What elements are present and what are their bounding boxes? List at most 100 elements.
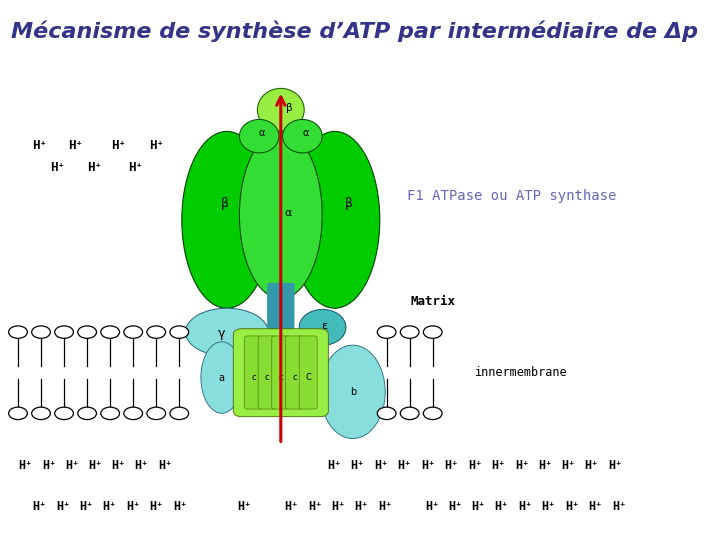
Text: H⁺: H⁺	[425, 500, 439, 513]
Text: H⁺: H⁺	[42, 460, 56, 472]
Ellipse shape	[201, 342, 243, 413]
Circle shape	[32, 407, 50, 420]
Circle shape	[9, 407, 27, 420]
Text: H⁺: H⁺	[608, 460, 622, 472]
Text: H⁺: H⁺	[158, 460, 173, 472]
Text: H⁺: H⁺	[32, 139, 47, 152]
Circle shape	[377, 326, 396, 339]
Ellipse shape	[289, 131, 380, 308]
Text: H⁺: H⁺	[284, 500, 299, 513]
Text: H⁺: H⁺	[65, 460, 79, 472]
Text: H⁺: H⁺	[565, 500, 580, 513]
Circle shape	[423, 326, 442, 339]
Text: H⁺: H⁺	[88, 161, 102, 174]
Ellipse shape	[258, 89, 304, 131]
Text: a: a	[219, 373, 225, 382]
Circle shape	[170, 326, 189, 339]
Circle shape	[101, 407, 120, 420]
Text: c: c	[292, 373, 297, 382]
FancyBboxPatch shape	[272, 336, 289, 409]
Text: H⁺: H⁺	[421, 460, 436, 472]
Text: H⁺: H⁺	[150, 139, 164, 152]
Text: β: β	[286, 103, 293, 112]
Text: H⁺: H⁺	[328, 460, 342, 472]
Text: c: c	[279, 373, 283, 382]
Text: H⁺: H⁺	[518, 500, 533, 513]
Text: H⁺: H⁺	[444, 460, 459, 472]
FancyBboxPatch shape	[245, 336, 263, 409]
Text: innermembrane: innermembrane	[475, 366, 568, 379]
Text: H⁺: H⁺	[351, 460, 365, 472]
FancyBboxPatch shape	[267, 283, 294, 355]
Ellipse shape	[283, 119, 323, 153]
Text: γ: γ	[218, 327, 225, 340]
Circle shape	[423, 407, 442, 420]
Ellipse shape	[300, 309, 346, 345]
Text: α: α	[302, 128, 308, 138]
Text: Matrix: Matrix	[410, 294, 456, 308]
Text: H⁺: H⁺	[50, 161, 65, 174]
Circle shape	[55, 407, 73, 420]
FancyBboxPatch shape	[300, 336, 318, 409]
Text: H⁺: H⁺	[79, 500, 94, 513]
Text: β: β	[345, 197, 354, 210]
Text: H⁺: H⁺	[331, 500, 346, 513]
Circle shape	[147, 407, 166, 420]
Text: H⁺: H⁺	[56, 500, 71, 513]
Text: H⁺: H⁺	[585, 460, 599, 472]
Text: H⁺: H⁺	[308, 500, 323, 513]
Text: H⁺: H⁺	[491, 460, 505, 472]
Text: H⁺: H⁺	[112, 139, 126, 152]
Text: H⁺: H⁺	[612, 500, 626, 513]
FancyBboxPatch shape	[285, 336, 304, 409]
Ellipse shape	[185, 308, 268, 356]
Text: H⁺: H⁺	[32, 500, 47, 513]
Text: H⁺: H⁺	[588, 500, 603, 513]
Circle shape	[55, 326, 73, 339]
Text: ε: ε	[321, 321, 327, 332]
Circle shape	[147, 326, 166, 339]
Text: c: c	[265, 373, 269, 382]
Text: H⁺: H⁺	[112, 460, 126, 472]
Text: H⁺: H⁺	[126, 500, 140, 513]
Circle shape	[377, 407, 396, 420]
Ellipse shape	[239, 119, 279, 153]
Text: α: α	[284, 208, 292, 218]
Ellipse shape	[239, 131, 323, 299]
Ellipse shape	[181, 131, 272, 308]
Text: H⁺: H⁺	[538, 460, 552, 472]
Text: b: b	[350, 387, 356, 397]
Text: H⁺: H⁺	[68, 139, 83, 152]
Text: H⁺: H⁺	[541, 500, 556, 513]
Circle shape	[101, 326, 120, 339]
Text: F1 ATPase ou ATP synthase: F1 ATPase ou ATP synthase	[407, 189, 616, 203]
Circle shape	[78, 407, 96, 420]
Text: H⁺: H⁺	[128, 161, 143, 174]
Circle shape	[78, 326, 96, 339]
Text: H⁺: H⁺	[515, 460, 529, 472]
Circle shape	[124, 326, 143, 339]
Ellipse shape	[320, 345, 385, 438]
Text: H⁺: H⁺	[173, 500, 187, 513]
Text: H⁺: H⁺	[135, 460, 149, 472]
Text: H⁺: H⁺	[238, 500, 252, 513]
Text: α: α	[258, 128, 264, 138]
Text: H⁺: H⁺	[102, 500, 117, 513]
Text: H⁺: H⁺	[18, 460, 32, 472]
Text: H⁺: H⁺	[378, 500, 392, 513]
Text: H⁺: H⁺	[397, 460, 412, 472]
Text: c: c	[251, 373, 256, 382]
Circle shape	[32, 326, 50, 339]
Text: H⁺: H⁺	[89, 460, 103, 472]
Circle shape	[170, 407, 189, 420]
Text: H⁺: H⁺	[374, 460, 389, 472]
Text: β: β	[220, 197, 229, 210]
Circle shape	[400, 407, 419, 420]
Circle shape	[9, 326, 27, 339]
Text: H⁺: H⁺	[472, 500, 486, 513]
FancyBboxPatch shape	[233, 329, 328, 417]
Circle shape	[400, 326, 419, 339]
Text: Mécanisme de synthèse d’ATP par intermédiaire de Δp: Mécanisme de synthèse d’ATP par interméd…	[11, 21, 698, 42]
Text: H⁺: H⁺	[354, 500, 369, 513]
Text: H⁺: H⁺	[562, 460, 576, 472]
